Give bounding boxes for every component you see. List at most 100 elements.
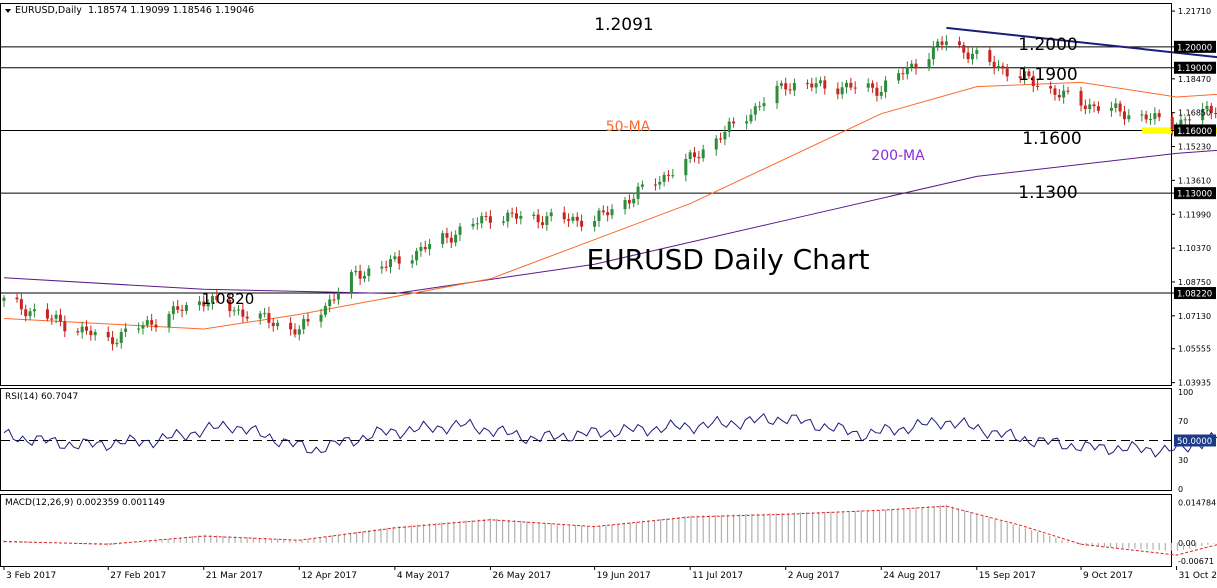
candle-body: [957, 41, 961, 46]
candle-body: [475, 223, 479, 225]
y-tick-label: 1.20000: [1177, 43, 1212, 53]
candle-body: [1114, 103, 1118, 108]
candle: [940, 36, 944, 50]
candle-body: [514, 213, 518, 219]
candle: [814, 77, 818, 94]
candle-body: [1144, 114, 1148, 120]
candle: [484, 211, 488, 221]
candle: [1144, 110, 1148, 124]
y-tick-label: 1.18470: [1178, 75, 1211, 84]
candle: [562, 206, 566, 224]
candle-body: [997, 65, 1001, 69]
candle-body: [662, 174, 666, 182]
candle-body: [484, 216, 488, 218]
candle: [701, 144, 705, 162]
candle: [1170, 112, 1174, 136]
candle: [263, 307, 267, 318]
candle-body: [202, 301, 206, 307]
candle-body: [267, 313, 271, 323]
candle-body: [1092, 104, 1096, 107]
candle: [1079, 86, 1083, 112]
candle-body: [137, 328, 141, 330]
candle: [1083, 99, 1087, 115]
candle: [879, 85, 883, 100]
candle: [931, 41, 935, 66]
candle-body: [180, 309, 184, 311]
rsi-label: RSI(14) 60.7047: [5, 392, 78, 402]
candle: [901, 67, 905, 80]
candle-body: [697, 157, 701, 159]
candle-body: [354, 270, 358, 273]
candle-body: [1001, 65, 1005, 69]
candle: [836, 82, 840, 100]
candle: [1209, 102, 1213, 120]
candle: [1036, 79, 1040, 91]
candle: [510, 207, 514, 218]
candle: [762, 96, 766, 112]
candle-body: [671, 175, 675, 177]
candle: [662, 171, 666, 187]
rsi-50-value: 50.0000: [1177, 437, 1212, 447]
candle-body: [879, 91, 883, 96]
candle: [545, 211, 549, 231]
candle: [962, 41, 966, 59]
candle: [875, 82, 879, 102]
candle-body: [623, 200, 627, 210]
y-tick-label: 1.16850: [1178, 109, 1211, 118]
candle-body: [349, 272, 353, 293]
candle-body: [875, 87, 879, 96]
candle: [1153, 107, 1157, 125]
candle-body: [640, 184, 644, 187]
candle: [1001, 62, 1005, 75]
candle: [749, 108, 753, 125]
candle-body: [1057, 94, 1061, 98]
candle: [966, 46, 970, 64]
candle-body: [397, 256, 401, 264]
candle-body: [992, 61, 996, 69]
candle: [567, 213, 571, 227]
candle-body: [601, 210, 605, 213]
x-tick-label: 24 Aug 2017: [883, 571, 941, 581]
rsi-line: [3, 412, 1217, 458]
candle-body: [1088, 104, 1092, 110]
candle-body: [258, 313, 262, 319]
candle: [671, 168, 675, 179]
candle: [454, 230, 458, 247]
rsi-y-tick: 30: [1178, 456, 1188, 465]
candle-body: [606, 212, 610, 216]
candle: [666, 170, 670, 182]
candle: [63, 315, 67, 338]
candle-body: [836, 88, 840, 95]
candle: [623, 196, 627, 215]
candle-body: [753, 106, 757, 115]
candle: [653, 178, 657, 191]
candle-body: [362, 275, 366, 279]
candle: [19, 292, 23, 316]
dropdown-triangle-icon[interactable]: [5, 9, 11, 13]
level-label-1-0820: 1.0820: [202, 290, 255, 308]
candle: [1066, 86, 1070, 95]
macd-y-tick: 0.00: [1178, 539, 1196, 548]
candle-body: [749, 114, 753, 122]
candle-body: [302, 319, 306, 330]
candle: [1018, 70, 1022, 83]
y-tick-label: 1.21710: [1178, 7, 1211, 16]
candle: [632, 192, 636, 208]
candle-body: [970, 53, 974, 60]
candle-body: [849, 82, 853, 88]
candle: [202, 295, 206, 312]
x-tick-label: 15 Sep 2017: [979, 571, 1036, 581]
x-tick-label: 11 Jul 2017: [692, 571, 743, 581]
candle-body: [1205, 105, 1209, 110]
candle: [141, 321, 145, 335]
candle: [541, 216, 545, 229]
y-tick-label: 1.05555: [1178, 345, 1211, 354]
candle-body: [541, 222, 545, 225]
candle: [458, 222, 462, 242]
candle: [606, 205, 610, 222]
y-tick-label: 1.03935: [1178, 379, 1211, 388]
candle: [306, 312, 310, 327]
candle-body: [758, 106, 762, 108]
y-tick-label: 1.08220: [1177, 290, 1212, 300]
candle: [957, 36, 961, 49]
